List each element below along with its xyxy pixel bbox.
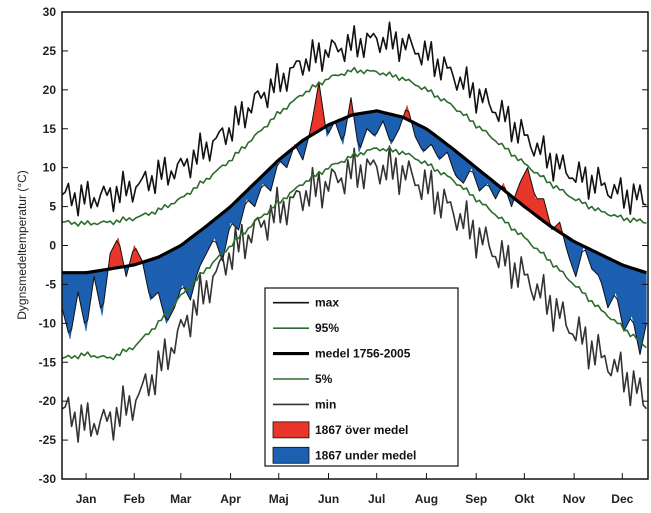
y-tick-label: -15 <box>39 355 57 369</box>
series-line-median <box>62 109 647 275</box>
series-lines <box>61 21 648 443</box>
x-axis: Jan Feb Mar Apr Maj Jun Jul Aug Sep Okt Nov Dec <box>76 473 634 506</box>
legend-label-under: 1867 under medel <box>315 448 416 462</box>
x-tick-label: Mar <box>170 492 192 506</box>
series-line-obs1867 <box>61 81 647 355</box>
x-tick-label: Jul <box>368 492 385 506</box>
y-tick-label: -25 <box>39 433 57 447</box>
y-tick-label: -10 <box>39 316 57 330</box>
anomaly-under-segment <box>644 271 647 332</box>
x-tick-label: Jun <box>318 492 339 506</box>
x-tick-label: Jan <box>76 492 97 506</box>
y-tick-label: 25 <box>43 44 57 58</box>
y-tick-label: 0 <box>49 239 56 253</box>
y-tick-label: 30 <box>43 5 57 19</box>
y-tick-label: 10 <box>43 161 57 175</box>
y-tick-label: -30 <box>39 472 57 486</box>
x-tick-label: Maj <box>269 492 289 506</box>
legend-label-max: max <box>315 296 339 310</box>
legend-label-min: min <box>315 397 336 411</box>
y-tick-label: 20 <box>43 83 57 97</box>
x-tick-label: Feb <box>124 492 145 506</box>
y-tick-label: -5 <box>45 277 56 291</box>
x-tick-label: Dec <box>611 492 633 506</box>
x-tick-label: Nov <box>563 492 586 506</box>
legend-label-median: medel 1756-2005 <box>315 347 411 361</box>
legend-swatch-under <box>272 446 310 464</box>
y-tick-label: -20 <box>39 394 57 408</box>
x-tick-label: Sep <box>465 492 487 506</box>
series-line-min <box>61 145 648 443</box>
y-tick-label: 5 <box>49 200 56 214</box>
y-tick-label: 15 <box>43 122 57 136</box>
legend-label-p5: 5% <box>315 372 333 386</box>
series-line-max <box>61 21 647 217</box>
x-tick-label: Apr <box>220 492 241 506</box>
x-tick-label: Okt <box>514 492 534 506</box>
legend-label-over: 1867 över medel <box>315 423 408 437</box>
legend: max 95% medel 1756-2005 5% min 1867 över mede… <box>264 287 459 467</box>
y-axis: -30 -25 -20 -15 -10 -5 0 5 10 15 20 25 30 <box>39 5 648 486</box>
legend-swatch-over <box>272 421 310 439</box>
series-line-p5 <box>61 146 647 361</box>
legend-box <box>264 287 459 467</box>
legend-label-p95: 95% <box>315 321 339 335</box>
y-axis-label: Dygnsmedeltemperatur (°C) <box>15 170 29 320</box>
series-line-p95 <box>61 66 647 227</box>
x-tick-label: Aug <box>415 492 438 506</box>
